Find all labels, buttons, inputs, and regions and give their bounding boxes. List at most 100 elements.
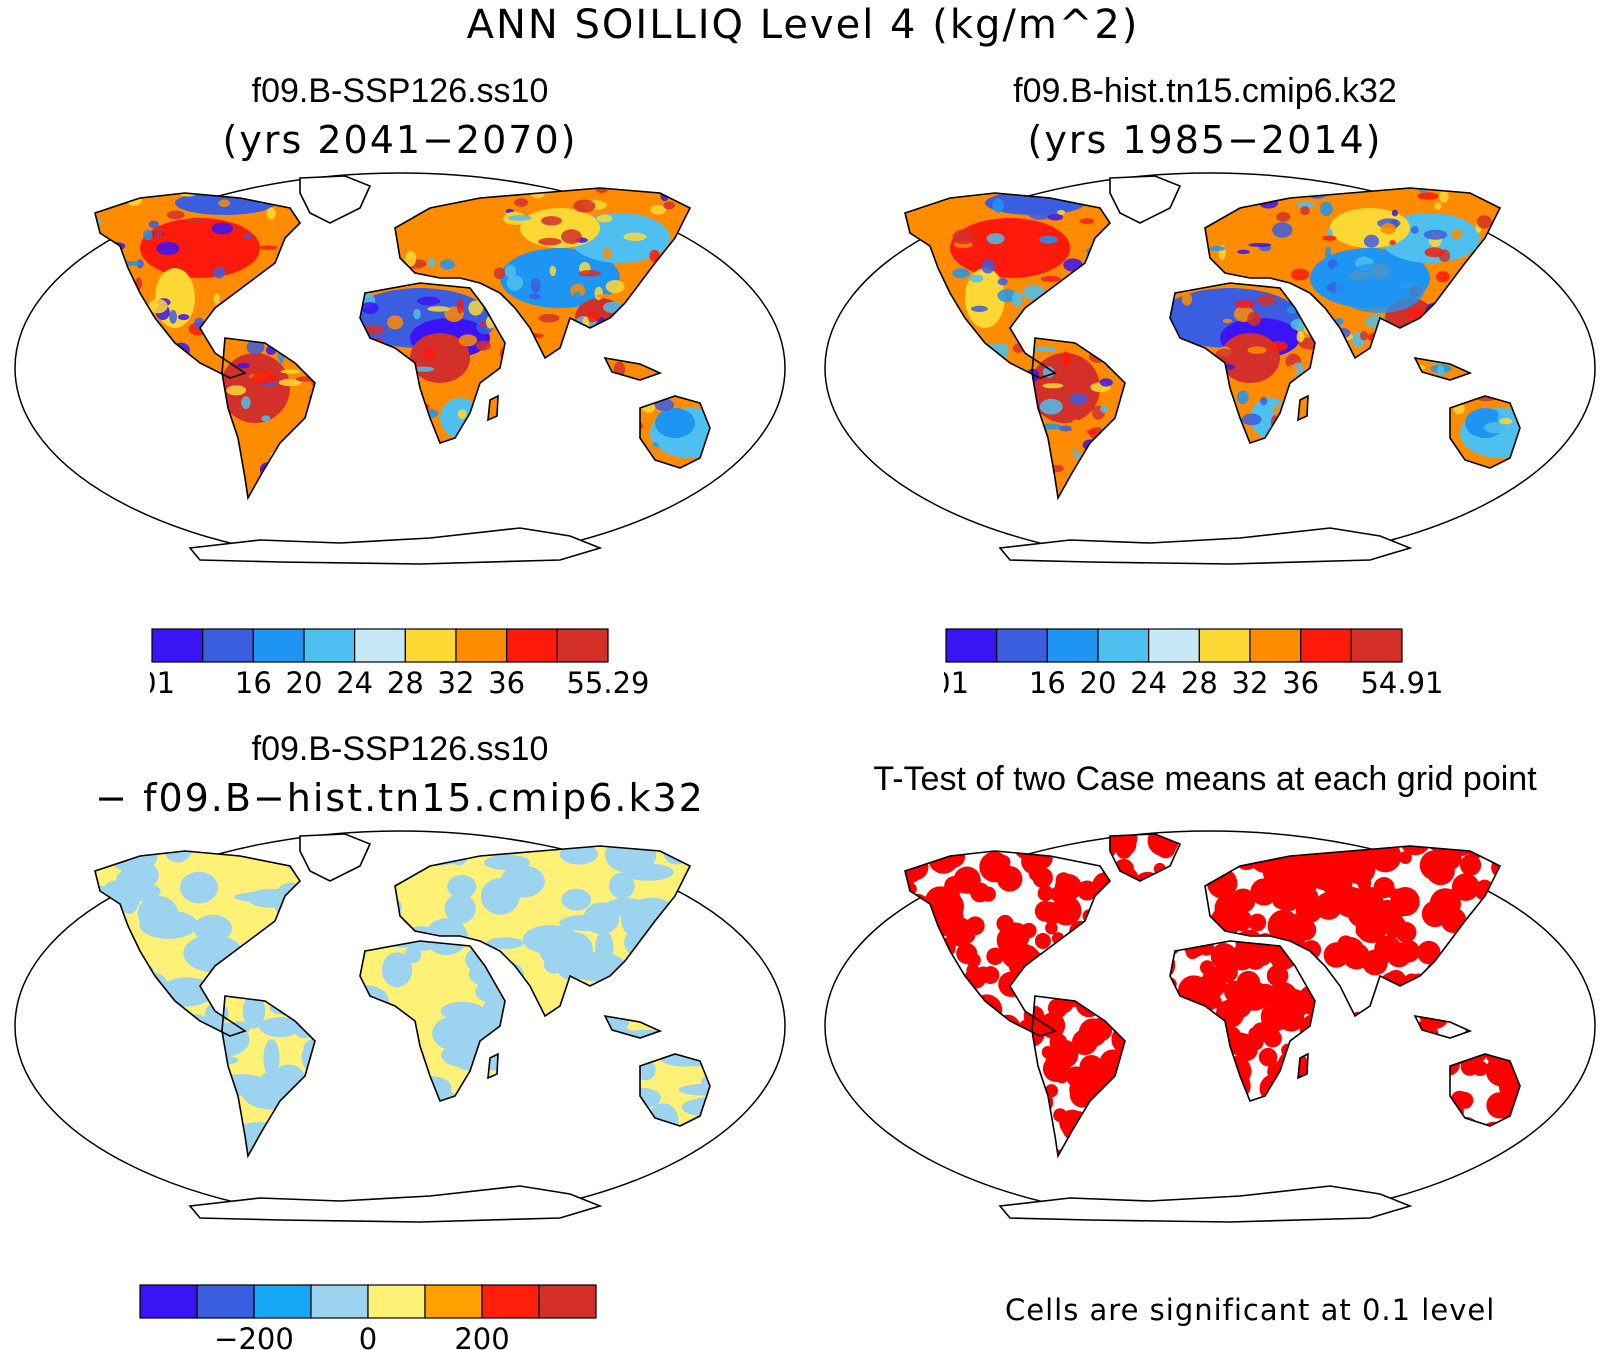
colorbar-tick-label: 36 bbox=[1282, 666, 1319, 697]
colorbar-swatch bbox=[1046, 628, 1099, 663]
map-panel-1 bbox=[14, 172, 786, 565]
colorbar-swatch bbox=[556, 628, 609, 663]
colorbar-swatch bbox=[481, 1284, 540, 1319]
coastline-maritime-se-asia bbox=[1413, 1014, 1473, 1039]
colorbar-tick-label: .01 bbox=[150, 666, 175, 697]
colorbar-swatch bbox=[1300, 628, 1352, 663]
colorbar-swatch bbox=[303, 628, 356, 663]
colorbar-panel-1: .01 16 20 24 28 32 36 55.29 bbox=[150, 628, 650, 697]
coastline-europe-asia bbox=[394, 187, 692, 360]
coastline-north-america bbox=[94, 192, 302, 379]
colorbar-swatch bbox=[310, 1284, 369, 1319]
coastline-antarctica bbox=[188, 527, 603, 565]
map-panel-3 bbox=[14, 830, 786, 1223]
panel-3-title: f09.B-SSP126.ss10 bbox=[251, 730, 549, 768]
colorbar-swatch bbox=[1249, 628, 1302, 663]
colorbar-swatch bbox=[1350, 628, 1403, 663]
colorbar-swatch bbox=[455, 628, 508, 663]
coastline-africa bbox=[359, 940, 506, 1102]
colorbar-tick-label: 32 bbox=[438, 666, 475, 697]
coastline-europe-asia bbox=[1204, 845, 1502, 1018]
coastline-australia bbox=[639, 395, 711, 469]
colorbar-tick-label: 20 bbox=[286, 666, 323, 697]
colorbar-swatch bbox=[404, 628, 457, 663]
coastline-madagascar bbox=[487, 1052, 499, 1080]
panel-2-title: f09.B-hist.tn15.cmip6.k32 bbox=[1013, 72, 1397, 110]
colorbar-tick-label: 24 bbox=[1130, 666, 1167, 697]
coastline-greenland bbox=[299, 833, 372, 882]
coastline-greenland bbox=[1109, 833, 1182, 882]
colorbar-tick-label: 32 bbox=[1232, 666, 1269, 697]
colorbar-swatch bbox=[202, 628, 254, 663]
colorbar-swatch bbox=[424, 1284, 483, 1319]
coastline-australia bbox=[639, 1053, 711, 1127]
coastline-north-america bbox=[904, 850, 1112, 1037]
colorbar-swatch bbox=[1198, 628, 1251, 663]
coastline-north-america bbox=[904, 192, 1112, 379]
panel-4-title: T-Test of two Case means at each grid po… bbox=[873, 760, 1537, 798]
colorbar-swatch bbox=[151, 628, 204, 663]
colorbar-swatch bbox=[945, 628, 998, 663]
colorbar-tick-label: 200 bbox=[454, 1322, 509, 1350]
colorbar-tick-label: 36 bbox=[488, 666, 525, 697]
coastlines bbox=[94, 833, 711, 1223]
colorbar-tick-label: 16 bbox=[235, 666, 272, 697]
coastline-antarctica bbox=[998, 1185, 1413, 1223]
coastline-africa bbox=[1169, 282, 1316, 444]
coastline-madagascar bbox=[1297, 1052, 1309, 1080]
colorbar-tick-label: 24 bbox=[336, 666, 373, 697]
colorbar-swatch bbox=[367, 1284, 426, 1319]
panel-3-subtitle: − f09.B−hist.tn15.cmip6.k32 bbox=[95, 776, 705, 820]
coastline-europe-asia bbox=[1204, 187, 1502, 360]
coastline-antarctica bbox=[998, 527, 1413, 565]
coastline-greenland bbox=[299, 175, 372, 224]
coastline-australia bbox=[1449, 395, 1521, 469]
colorbar-swatch bbox=[139, 1284, 198, 1319]
colorbar-tick-label: 54.91 bbox=[1360, 666, 1443, 697]
panel-1-title: f09.B-SSP126.ss10 bbox=[251, 72, 549, 110]
coastline-maritime-se-asia bbox=[1413, 356, 1473, 381]
coastline-greenland bbox=[1109, 175, 1182, 224]
colorbar-tick-label: 28 bbox=[1181, 666, 1218, 697]
colorbar-swatch bbox=[354, 628, 406, 663]
colorbar-tick-label: 28 bbox=[387, 666, 424, 697]
coastline-south-america bbox=[1031, 337, 1126, 501]
coastline-antarctica bbox=[188, 1185, 603, 1223]
colorbar-swatch bbox=[506, 628, 558, 663]
coastline-madagascar bbox=[487, 394, 499, 422]
colorbar-tick-label: −200 bbox=[214, 1322, 294, 1350]
coastlines bbox=[904, 833, 1521, 1223]
colorbar-swatch bbox=[252, 628, 305, 663]
panel-2-subtitle: (yrs 1985−2014) bbox=[1027, 118, 1383, 162]
colorbar-swatch bbox=[1097, 628, 1150, 663]
colorbar-tick-label: 20 bbox=[1080, 666, 1117, 697]
coastline-africa bbox=[1169, 940, 1316, 1102]
map-panel-4 bbox=[824, 830, 1596, 1223]
coastline-madagascar bbox=[1297, 394, 1309, 422]
colorbar-swatch bbox=[538, 1284, 597, 1319]
figure-title: ANN SOILLIQ Level 4 (kg/m^2) bbox=[466, 2, 1140, 48]
colorbar-tick-label: .01 bbox=[944, 666, 969, 697]
colorbar-panel-2: .01 16 20 24 28 32 36 54.91 bbox=[944, 628, 1444, 697]
coastline-south-america bbox=[1031, 995, 1126, 1159]
coastline-maritime-se-asia bbox=[603, 1014, 663, 1039]
colorbar-swatch bbox=[1148, 628, 1200, 663]
colorbar-swatch bbox=[253, 1284, 312, 1319]
colorbar-swatch bbox=[196, 1284, 255, 1319]
coastline-maritime-se-asia bbox=[603, 356, 663, 381]
coastline-africa bbox=[359, 282, 506, 444]
coastline-australia bbox=[1449, 1053, 1521, 1127]
coastline-south-america bbox=[221, 337, 316, 501]
significance-note: Cells are significant at 0.1 level bbox=[1005, 1293, 1496, 1327]
coastline-europe-asia bbox=[394, 845, 692, 1018]
panel-1-subtitle: (yrs 2041−2070) bbox=[222, 118, 578, 162]
colorbar-tick-label: 16 bbox=[1029, 666, 1066, 697]
map-panel-2 bbox=[824, 172, 1596, 565]
coastlines bbox=[94, 175, 711, 565]
colorbar-tick-label: 55.29 bbox=[566, 666, 649, 697]
colorbar-swatch bbox=[996, 628, 1048, 663]
colorbar-panel-3: −200 0 200 bbox=[139, 1284, 597, 1350]
colorbar-tick-label: 0 bbox=[359, 1322, 377, 1350]
coastline-south-america bbox=[221, 995, 316, 1159]
coastline-north-america bbox=[94, 850, 302, 1037]
